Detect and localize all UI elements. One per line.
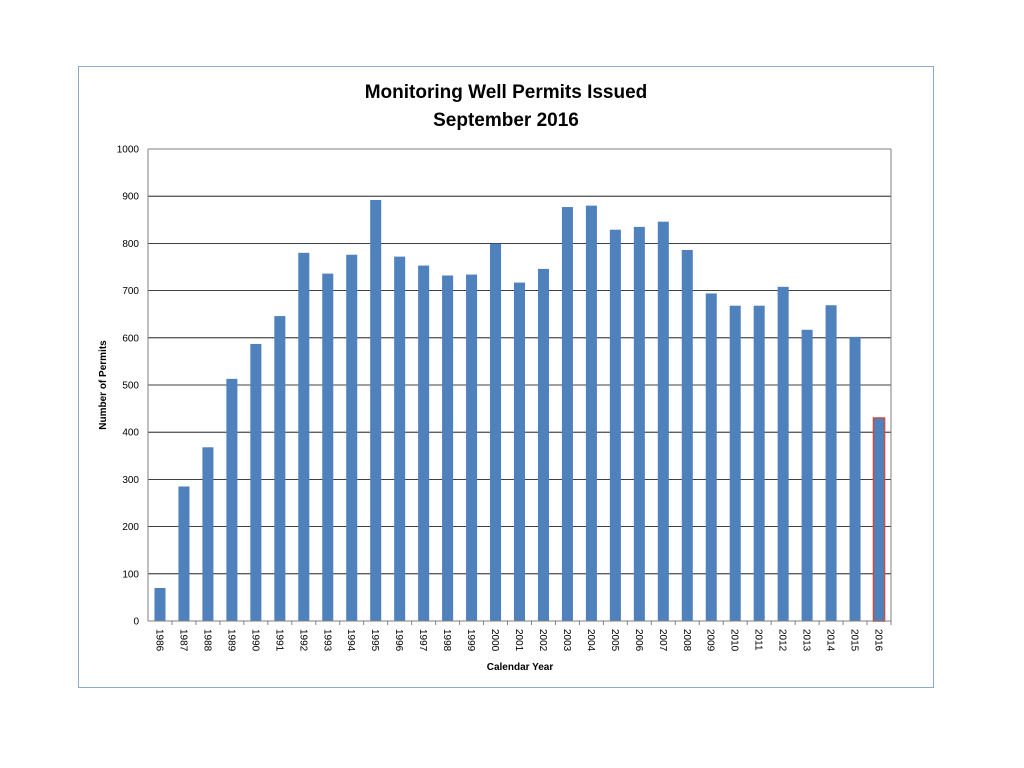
bar-2006 — [633, 226, 645, 621]
y-tick-label: 100 — [122, 569, 139, 580]
x-tick-label: 2000 — [489, 629, 500, 652]
bar-2008 — [681, 250, 693, 621]
x-tick-label: 1991 — [273, 629, 284, 652]
bar-2013 — [801, 329, 813, 621]
x-tick-label: 1988 — [201, 629, 212, 652]
y-tick-label: 200 — [122, 522, 139, 533]
bar-1994 — [346, 254, 358, 622]
bar-1986 — [154, 587, 166, 621]
bar-1996 — [394, 256, 406, 621]
x-tick-label: 1992 — [297, 629, 308, 652]
y-axis-title: Number of Permits — [98, 340, 109, 430]
bar-2001 — [513, 282, 526, 621]
y-tick-label: 800 — [122, 239, 139, 250]
y-tick-label: 400 — [122, 428, 139, 439]
x-tick-label: 1989 — [225, 629, 236, 652]
bar-2003 — [561, 207, 573, 621]
bars — [148, 199, 891, 622]
bar-2015 — [849, 336, 861, 621]
bar-2014 — [825, 305, 837, 621]
x-tick-label: 1990 — [249, 629, 260, 652]
x-tick-labels: 1986 1987 1988 1989 1990 1991 1992 1993 1994 1995… — [153, 621, 892, 652]
y-tick-labels: 0 100 200 300 400 500 600 700 800 900 1000 — [117, 145, 140, 628]
x-tick-label: 2002 — [537, 629, 548, 652]
x-tick-label: 2012 — [777, 629, 788, 652]
bar-1995 — [370, 199, 382, 622]
x-tick-label: 2006 — [633, 629, 644, 652]
x-tick-label: 2010 — [729, 629, 740, 652]
x-tick-label: 2011 — [753, 629, 764, 651]
bar-1998 — [442, 275, 454, 621]
bar-2012 — [777, 286, 789, 621]
x-tick-label: 2016 — [873, 629, 884, 652]
bar-2005 — [609, 229, 621, 621]
y-tick-label: 500 — [122, 381, 139, 392]
x-tick-label: 2015 — [849, 629, 860, 652]
x-tick-label: 1997 — [417, 629, 428, 652]
bar-1989 — [226, 378, 238, 621]
bar-2009 — [705, 293, 717, 621]
x-tick-label: 1994 — [345, 629, 356, 652]
bar-2011 — [753, 305, 765, 621]
bar-2016 — [872, 417, 886, 622]
bar-1990 — [250, 343, 262, 621]
chart-frame — [78, 66, 934, 688]
x-tick-label: 1986 — [153, 629, 164, 652]
y-tick-label: 300 — [122, 475, 139, 486]
bar-2010 — [729, 305, 741, 621]
x-tick-label: 2009 — [705, 629, 716, 652]
chart-subtitle: September 2016 — [433, 110, 579, 131]
bar-1997 — [418, 265, 430, 621]
bar-2002 — [537, 268, 549, 621]
x-tick-label: 2013 — [801, 629, 812, 652]
chart-title: Monitoring Well Permits Issued — [365, 82, 648, 103]
x-tick-label: 1993 — [321, 629, 332, 652]
y-tick-label: 600 — [122, 333, 139, 344]
y-tick-label: 900 — [122, 192, 139, 203]
bar-1993 — [322, 273, 334, 621]
x-axis-title: Calendar Year — [487, 662, 554, 673]
x-tick-label: 2003 — [561, 629, 572, 652]
y-tick-label: 0 — [133, 617, 139, 628]
bar-1992 — [298, 252, 310, 621]
bar-2000 — [490, 243, 502, 621]
y-tick-label: 700 — [122, 286, 139, 297]
x-tick-label: 2014 — [825, 629, 836, 652]
y-tick-label: 1000 — [117, 145, 140, 156]
bar-1999 — [466, 274, 478, 621]
bar-1991 — [274, 316, 286, 621]
x-tick-label: 1998 — [441, 629, 452, 652]
x-tick-label: 1995 — [369, 629, 380, 652]
x-tick-label: 2007 — [657, 629, 668, 652]
x-tick-label: 2008 — [681, 629, 692, 652]
x-tick-label: 2005 — [609, 629, 620, 652]
bar-2004 — [585, 205, 597, 621]
bar-2007 — [657, 221, 669, 621]
x-tick-label: 1996 — [393, 629, 404, 652]
x-tick-label: 2004 — [585, 629, 596, 652]
x-tick-label: 1999 — [465, 629, 476, 652]
x-tick-label: 1987 — [177, 629, 188, 652]
bar-1987 — [178, 486, 190, 621]
x-tick-label: 2001 — [513, 629, 524, 652]
bar-1988 — [202, 447, 214, 621]
